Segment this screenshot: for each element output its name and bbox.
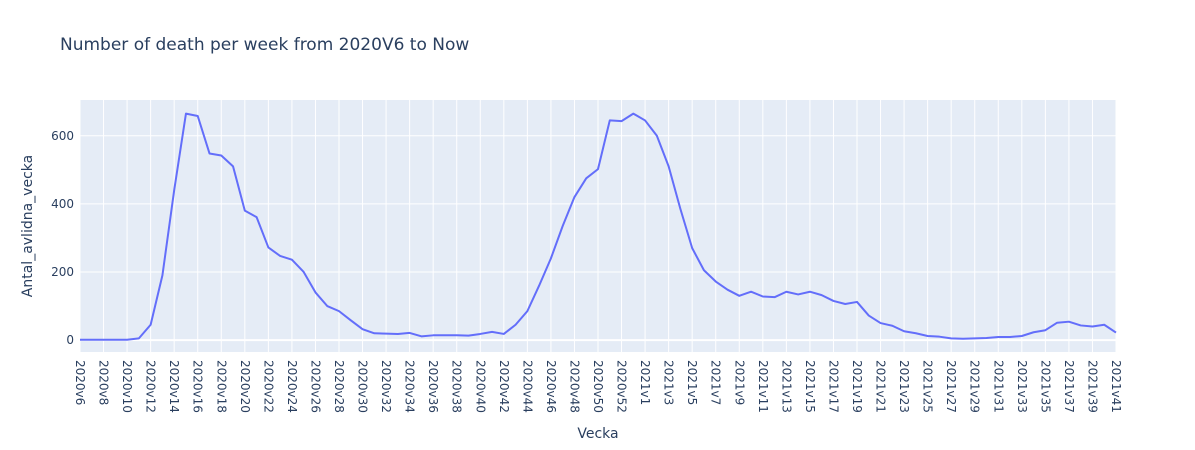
x-tick-label: 2020v46 xyxy=(544,360,558,413)
x-tick-label: 2021v1 xyxy=(638,360,652,405)
x-tick-label: 2020v10 xyxy=(120,360,134,413)
x-tick-label: 2021v29 xyxy=(968,360,982,413)
x-tick-label: 2021v33 xyxy=(1015,360,1029,413)
x-tick-label: 2020v24 xyxy=(285,360,299,413)
x-tick-label: 2020v8 xyxy=(97,360,111,405)
x-axis-ticks: 2020v6 2020v8 2020v10 2020v12 2020v14 2020v16… xyxy=(73,360,1123,413)
x-tick-label: 2020v30 xyxy=(356,360,370,413)
x-tick-label: 2021v37 xyxy=(1062,360,1076,413)
x-tick-label: 2021v3 xyxy=(662,360,676,405)
x-tick-label: 2021v5 xyxy=(685,360,699,405)
x-tick-label: 2021v15 xyxy=(803,360,817,413)
x-tick-label: 2020v44 xyxy=(520,360,534,413)
x-tick-label: 2020v34 xyxy=(403,360,417,413)
x-tick-label: 2021v11 xyxy=(756,360,770,413)
x-tick-label: 2021v7 xyxy=(709,360,723,405)
y-axis-ticks: 0 200 400 600 xyxy=(51,129,74,347)
x-tick-label: 2020v12 xyxy=(144,360,158,413)
series-line[interactable] xyxy=(80,112,1117,341)
y-tick-label: 400 xyxy=(51,197,74,211)
x-tick-label: 2020v36 xyxy=(426,360,440,413)
x-tick-label: 2021v31 xyxy=(991,360,1005,413)
x-axis-title: Vecka xyxy=(577,426,618,442)
x-tick-label: 2021v25 xyxy=(921,360,935,413)
x-tick-label: 2020v22 xyxy=(261,360,275,413)
x-tick-label: 2020v38 xyxy=(450,360,464,413)
x-tick-label: 2021v13 xyxy=(779,360,793,413)
x-tick-label: 2021v9 xyxy=(732,360,746,405)
x-tick-label: 2020v52 xyxy=(615,360,629,413)
chart-title: Number of death per week from 2020V6 to … xyxy=(60,35,469,55)
x-tick-label: 2020v32 xyxy=(379,360,393,413)
x-tick-label: 2021v23 xyxy=(897,360,911,413)
x-tick-label: 2021v39 xyxy=(1085,360,1099,413)
x-tick-label: 2021v19 xyxy=(850,360,864,413)
y-tick-label: 200 xyxy=(51,265,74,279)
y-tick-label: 600 xyxy=(51,129,74,143)
x-tick-label: 2020v6 xyxy=(73,360,87,405)
x-tick-label: 2020v28 xyxy=(332,360,346,413)
x-tick-label: 2021v21 xyxy=(874,360,888,413)
x-tick-label: 2020v26 xyxy=(308,360,322,413)
x-tick-label: 2021v17 xyxy=(826,360,840,413)
x-tick-label: 2020v14 xyxy=(167,360,181,413)
x-tick-label: 2021v41 xyxy=(1109,360,1123,413)
y-tick-label: 0 xyxy=(66,333,74,347)
x-tick-label: 2020v42 xyxy=(497,360,511,413)
x-tick-label: 2020v20 xyxy=(238,360,252,413)
x-tick-label: 2021v27 xyxy=(944,360,958,413)
x-tick-label: 2020v16 xyxy=(191,360,205,413)
x-tick-label: 2021v35 xyxy=(1038,360,1052,413)
x-tick-label: 2020v40 xyxy=(473,360,487,413)
x-tick-label: 2020v50 xyxy=(591,360,605,413)
x-tick-label: 2020v48 xyxy=(567,360,581,413)
y-axis-title: Antal_avlidna_vecka xyxy=(20,155,36,297)
x-tick-label: 2020v18 xyxy=(214,360,228,413)
